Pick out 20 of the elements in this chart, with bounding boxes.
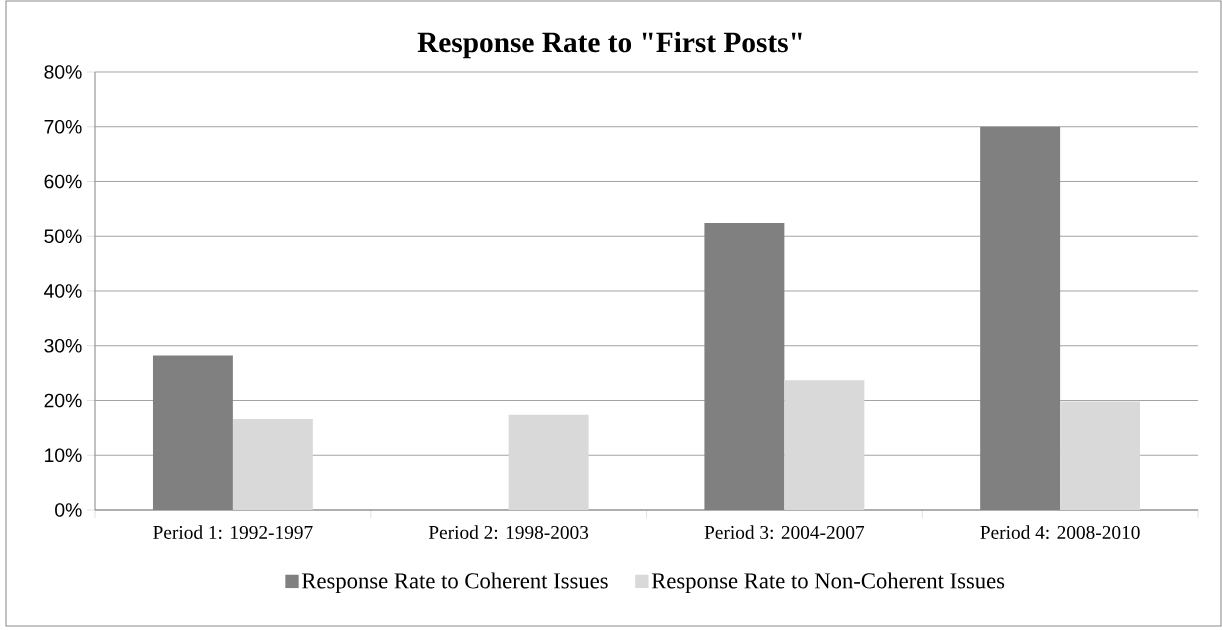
- x-tick-label: Period 4: 2008-2010: [980, 525, 1140, 540]
- y-tick-label: 50%: [44, 229, 82, 244]
- bar: [232, 419, 313, 510]
- x-tick-label: Period 3: 2004-2007: [704, 525, 865, 540]
- bar: [784, 380, 865, 510]
- x-tick-label: Period 1: 1992-1997: [153, 525, 313, 540]
- y-tick-label: 70%: [44, 119, 82, 134]
- y-tick-label: 80%: [44, 65, 82, 79]
- legend-label: Response Rate to Coherent Issues: [301, 572, 608, 594]
- y-tick-label: 40%: [44, 284, 82, 298]
- x-tick-label: Period 2: 1998-2003: [428, 525, 589, 540]
- legend-label: Response Rate to Non-Coherent Issues: [651, 572, 1005, 594]
- bar: [1060, 401, 1141, 510]
- y-tick-label: 0%: [55, 503, 82, 517]
- y-tick-label: 30%: [44, 338, 82, 353]
- chart-title: Response Rate to "First Posts": [417, 31, 802, 59]
- y-tick-label: 20%: [44, 393, 82, 408]
- y-tick-label: 10%: [45, 448, 82, 463]
- bar: [508, 414, 589, 510]
- y-tick-label: 60%: [44, 174, 82, 189]
